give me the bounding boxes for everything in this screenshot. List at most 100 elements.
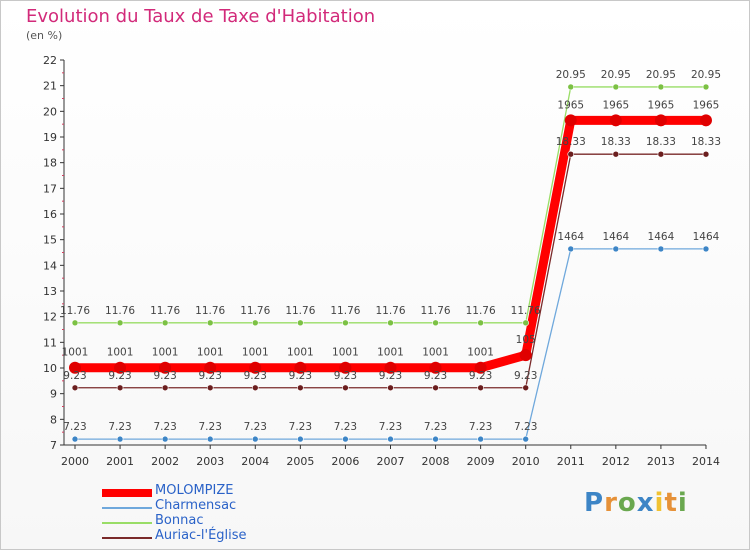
data-point bbox=[564, 114, 577, 127]
legend-label: MOLOMPIZE bbox=[155, 483, 234, 498]
data-label: 7.23 bbox=[469, 421, 492, 433]
data-point bbox=[702, 83, 710, 91]
y-tick-label: 20 bbox=[43, 105, 57, 118]
data-point bbox=[161, 384, 169, 392]
logo-letter: x bbox=[636, 488, 655, 518]
data-point bbox=[477, 319, 484, 327]
data-label: 11.76 bbox=[375, 305, 405, 317]
data-label: 11.76 bbox=[285, 305, 315, 317]
data-point bbox=[519, 349, 532, 362]
data-label: 9.23 bbox=[153, 370, 176, 382]
legend-swatch bbox=[102, 537, 152, 539]
data-point bbox=[432, 435, 439, 443]
data-label: 7.23 bbox=[153, 421, 176, 433]
data-label: 18.33 bbox=[556, 136, 586, 148]
data-point bbox=[69, 361, 81, 374]
data-label: 1001 bbox=[467, 347, 494, 359]
data-point bbox=[477, 435, 484, 443]
data-point bbox=[159, 361, 172, 374]
legend-label: Auriac-l'Église bbox=[155, 528, 247, 543]
data-label: 1965 bbox=[602, 99, 629, 111]
x-tick-label: 2005 bbox=[286, 455, 314, 468]
data-label: 9.23 bbox=[334, 370, 357, 382]
data-point bbox=[206, 384, 214, 392]
data-point bbox=[522, 384, 530, 392]
logo-letter: i bbox=[677, 488, 688, 518]
data-label: 11.76 bbox=[421, 305, 451, 317]
x-tick-label: 2008 bbox=[422, 455, 450, 468]
chart-subtitle: (en %) bbox=[26, 29, 63, 42]
data-point bbox=[657, 83, 665, 91]
x-tick-label: 2006 bbox=[331, 455, 359, 468]
data-point bbox=[251, 384, 259, 392]
data-point bbox=[71, 319, 79, 327]
logo-letter: P bbox=[584, 488, 605, 518]
data-point bbox=[567, 245, 575, 253]
data-point bbox=[432, 319, 439, 327]
data-point bbox=[612, 83, 620, 91]
legend-swatch bbox=[102, 522, 152, 524]
series-line-charmensac bbox=[74, 248, 707, 440]
data-label: 9.23 bbox=[199, 370, 222, 382]
y-tick-label: 9 bbox=[50, 388, 57, 401]
x-tick-label: 2000 bbox=[61, 455, 89, 468]
data-label: 1965 bbox=[648, 99, 675, 111]
data-label: 9.23 bbox=[514, 370, 537, 382]
data-point bbox=[612, 150, 620, 158]
data-label: 1001 bbox=[332, 347, 359, 359]
data-point bbox=[206, 435, 214, 443]
x-tick-label: 2004 bbox=[241, 455, 269, 468]
data-point bbox=[251, 319, 259, 327]
data-label: 1001 bbox=[287, 347, 314, 359]
legend-label: Charmensac bbox=[155, 498, 237, 513]
y-tick-label: 16 bbox=[43, 208, 57, 221]
data-point bbox=[384, 361, 397, 374]
data-point bbox=[339, 361, 352, 374]
data-point bbox=[71, 384, 79, 392]
data-point bbox=[342, 319, 349, 327]
data-point bbox=[654, 114, 667, 127]
y-tick-label: 17 bbox=[43, 182, 57, 195]
data-label: 1001 bbox=[152, 347, 179, 359]
y-tick-label: 13 bbox=[43, 285, 57, 298]
data-label: 20.95 bbox=[601, 69, 631, 81]
data-label: 11.76 bbox=[466, 305, 496, 317]
data-label: 1965 bbox=[557, 99, 584, 111]
data-label: 11.76 bbox=[195, 305, 225, 317]
data-point bbox=[609, 114, 622, 127]
data-point bbox=[522, 319, 530, 327]
logo-letter: o bbox=[617, 488, 637, 518]
data-label: 7.23 bbox=[424, 421, 447, 433]
data-label: 11.76 bbox=[105, 305, 135, 317]
data-label: 7.23 bbox=[379, 421, 402, 433]
data-point bbox=[297, 435, 304, 443]
data-label: 1464 bbox=[557, 231, 584, 243]
x-tick-label: 2001 bbox=[106, 455, 134, 468]
data-point bbox=[612, 245, 620, 253]
data-point bbox=[294, 361, 307, 374]
data-point bbox=[161, 319, 169, 327]
data-label: 1001 bbox=[377, 347, 404, 359]
data-label: 7.23 bbox=[514, 421, 537, 433]
data-label: 18.33 bbox=[646, 136, 676, 148]
y-tick-label: 21 bbox=[43, 80, 57, 93]
data-point bbox=[297, 384, 304, 392]
data-label: 1001 bbox=[62, 347, 89, 359]
data-label: 11.76 bbox=[330, 305, 360, 317]
data-label: 9.23 bbox=[63, 370, 86, 382]
data-point bbox=[567, 83, 575, 91]
legend-swatch bbox=[102, 507, 152, 509]
data-point bbox=[342, 435, 349, 443]
data-point bbox=[567, 150, 575, 158]
legend-swatch bbox=[102, 489, 152, 497]
logo-letter: i bbox=[654, 488, 665, 518]
data-point bbox=[432, 384, 439, 392]
data-point bbox=[657, 245, 665, 253]
data-point bbox=[206, 319, 214, 327]
x-tick-label: 2007 bbox=[376, 455, 404, 468]
data-label: 1001 bbox=[422, 347, 449, 359]
y-tick-label: 11 bbox=[43, 336, 57, 349]
y-tick-label: 18 bbox=[43, 157, 57, 170]
